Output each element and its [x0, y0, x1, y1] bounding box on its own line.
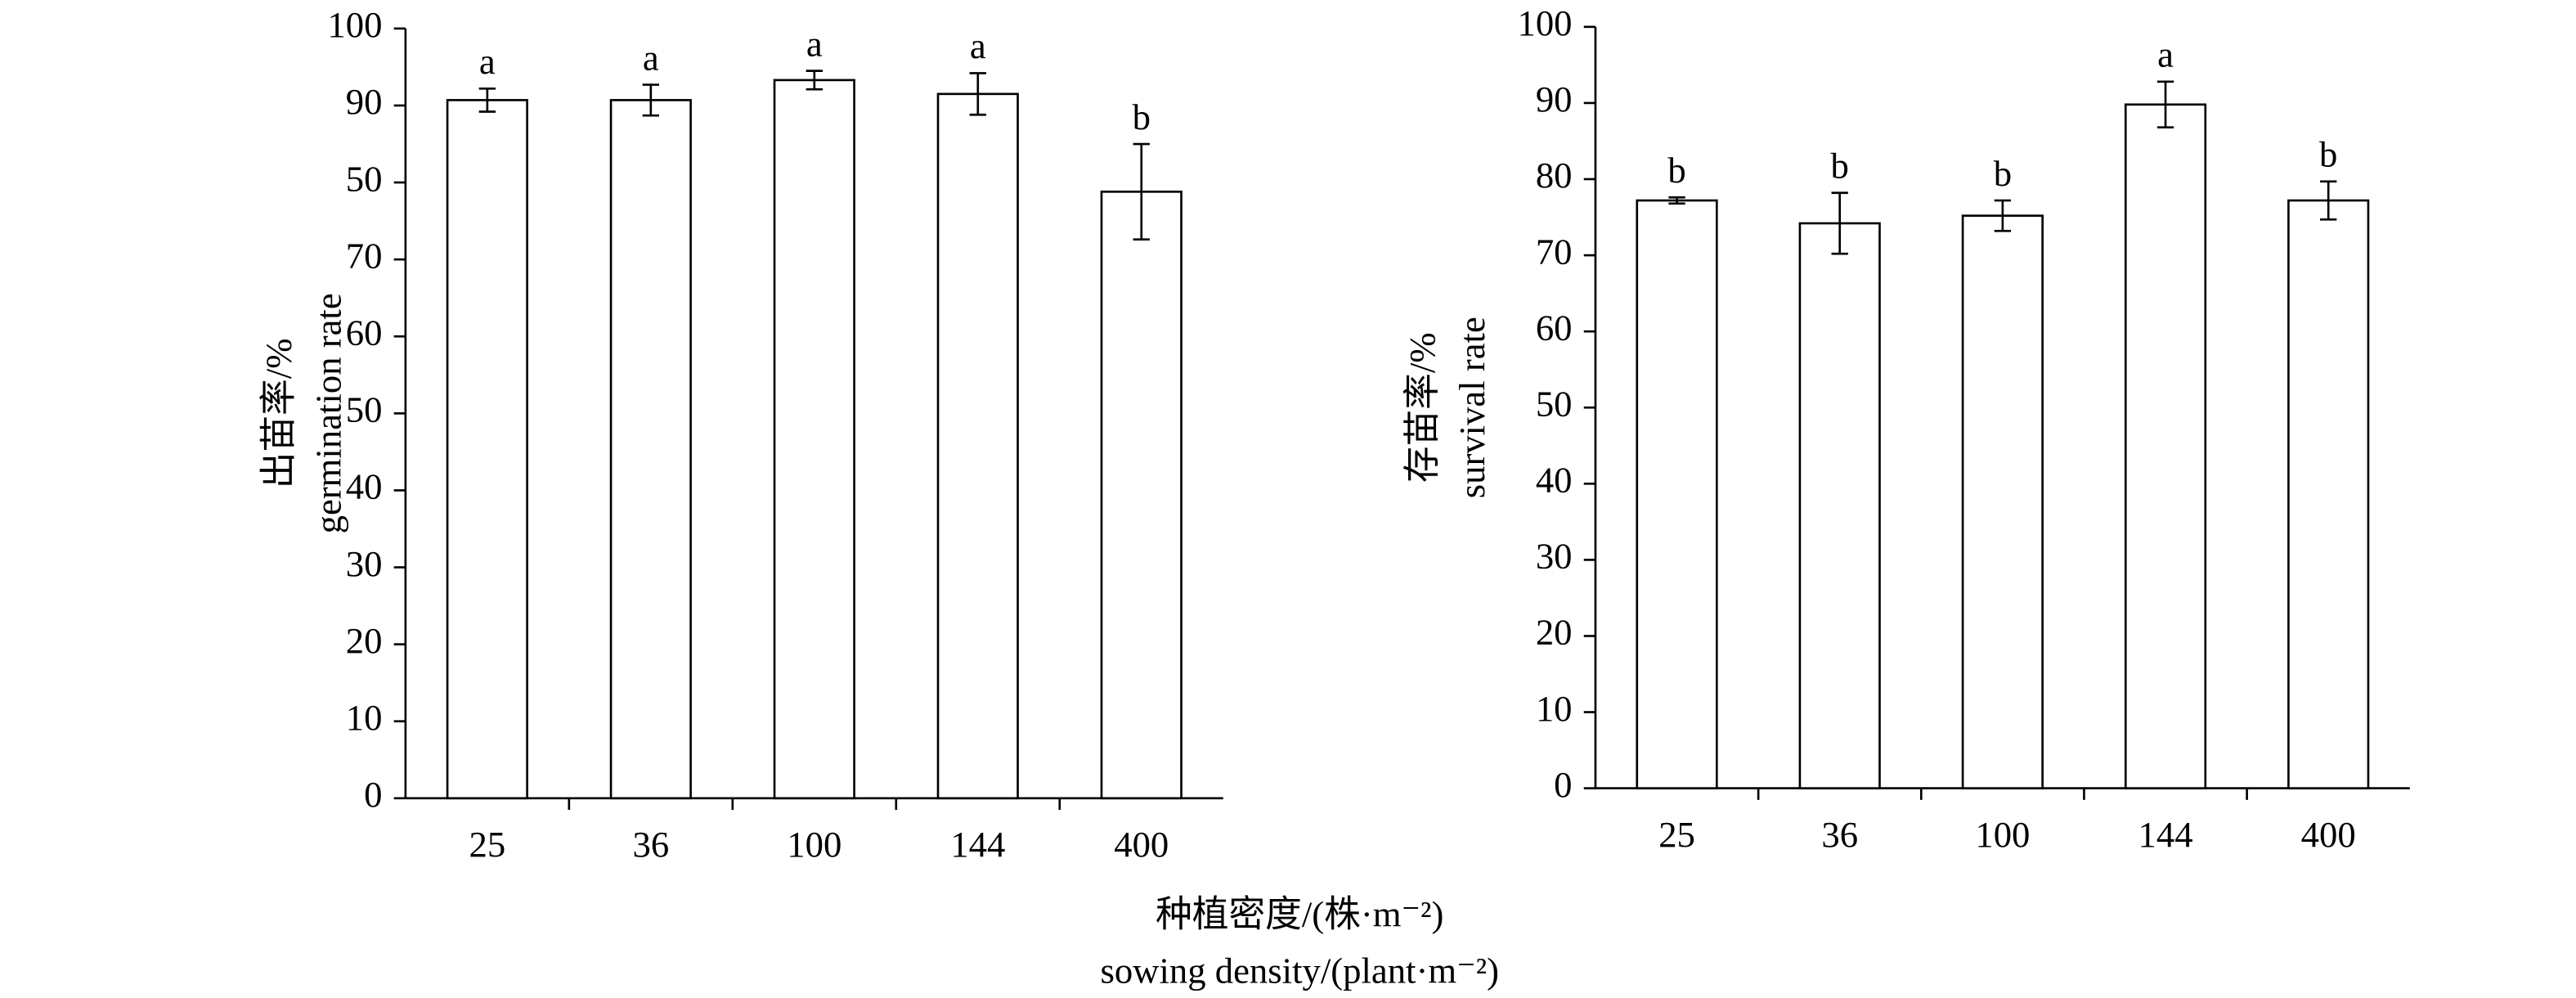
x-tick-label: 100: [1975, 814, 2030, 855]
y-axis-label: survival rate: [1452, 317, 1492, 498]
significance-letter: b: [1667, 150, 1685, 191]
significance-letter: a: [806, 23, 823, 64]
y-tick-label: 40: [1536, 460, 1573, 501]
y-tick-label: 20: [1536, 612, 1573, 653]
y-tick-label: 0: [1554, 764, 1572, 805]
x-axis-label: sowing density/(plant·m⁻²): [1100, 950, 1499, 991]
y-tick-label: 60: [1536, 307, 1573, 348]
bar: [609, 99, 692, 800]
y-tick-label: 50: [346, 158, 383, 199]
y-axis-label: 出苗率/%: [258, 338, 299, 488]
significance-letter: b: [2319, 134, 2337, 175]
y-tick-label: 60: [346, 312, 383, 353]
y-tick-label: 40: [346, 466, 383, 507]
significance-letter: a: [479, 41, 496, 82]
y-tick-label: 30: [1536, 536, 1573, 577]
bar: [1798, 222, 1881, 789]
x-tick-label: 144: [2138, 814, 2193, 855]
bar: [2124, 103, 2207, 789]
bar: [446, 99, 528, 800]
y-tick-label: 70: [1536, 231, 1573, 272]
y-tick-label: 100: [1517, 2, 1572, 43]
y-tick-label: 90: [346, 81, 383, 122]
x-tick-label: 400: [1114, 824, 1169, 865]
x-tick-label: 144: [950, 824, 1005, 865]
y-tick-label: 20: [346, 620, 383, 661]
y-tick-label: 10: [1536, 688, 1573, 729]
significance-letter: b: [1994, 153, 2012, 194]
significance-letter: b: [1133, 97, 1151, 137]
y-tick-label: 50: [1536, 383, 1573, 424]
x-tick-label: 36: [1821, 814, 1858, 855]
y-tick-label: 10: [346, 697, 383, 738]
bar: [2287, 199, 2370, 789]
bar: [1636, 199, 1718, 789]
significance-letter: a: [2157, 34, 2174, 75]
x-tick-label: 36: [632, 824, 669, 865]
bar: [1961, 214, 2044, 789]
x-tick-label: 100: [787, 824, 841, 865]
significance-letter: b: [1831, 146, 1849, 187]
x-tick-label: 400: [2301, 814, 2356, 855]
y-tick-label: 90: [1536, 79, 1573, 119]
x-tick-label: 25: [469, 824, 506, 865]
x-tick-label: 25: [1658, 814, 1695, 855]
bar: [1100, 191, 1183, 800]
y-tick-label: 0: [364, 774, 382, 815]
bar: [936, 92, 1019, 800]
y-tick-label: 80: [1536, 155, 1573, 196]
significance-letter: a: [970, 25, 986, 66]
y-tick-label: 50: [346, 389, 383, 430]
bar: [773, 79, 855, 800]
y-tick-label: 30: [346, 543, 383, 584]
y-tick-label: 100: [327, 4, 382, 45]
y-axis-label: 存苗率/%: [1402, 332, 1443, 483]
y-axis-label: germination rate: [308, 293, 349, 533]
y-tick-label: 70: [346, 235, 383, 276]
significance-letter: a: [643, 37, 659, 78]
x-axis-label: 种植密度/(株·m⁻²): [1156, 893, 1443, 934]
